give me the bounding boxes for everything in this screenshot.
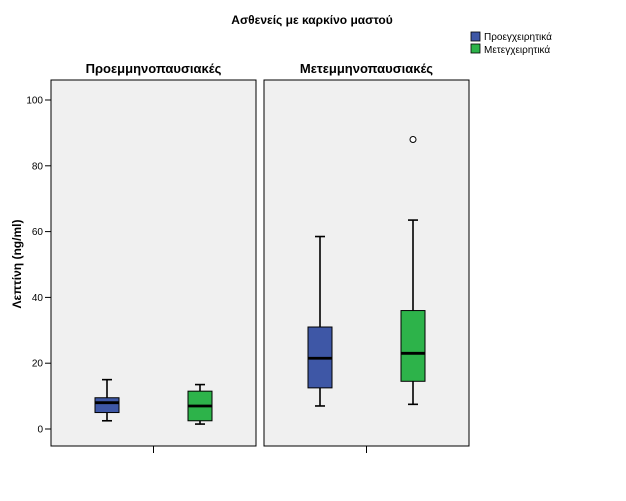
panels: Προεμμηνοπαυσιακές Μετεμμηνοπαυσιακές <box>50 61 470 453</box>
chart-title: Ασθενείς με καρκίνο μαστού <box>231 13 392 27</box>
box <box>94 378 120 422</box>
y-tick-label: 60 <box>32 227 44 238</box>
y-tick-label: 20 <box>32 359 44 370</box>
panel-title: Μετεμμηνοπαυσιακές <box>300 61 433 76</box>
panel-plot-area <box>263 79 470 447</box>
panel-title: Προεμμηνοπαυσιακές <box>86 61 222 76</box>
y-tick-label: 80 <box>32 161 44 172</box>
y-tick-label: 0 <box>37 425 43 436</box>
panel-plot-area <box>50 79 257 447</box>
y-tick-label: 40 <box>32 293 44 304</box>
box <box>307 235 333 407</box>
panel: Προεμμηνοπαυσιακές <box>50 61 257 453</box>
outlier-point <box>409 135 417 143</box>
y-axis-label: Λεπτίνη (ng/ml) <box>10 220 24 309</box>
box <box>187 383 213 425</box>
box-iqr <box>400 310 426 382</box>
legend: Προεγχειρητικά Μετεγχειρητικά <box>470 31 552 56</box>
legend-swatch-preop <box>470 31 481 42</box>
legend-swatch-postop <box>470 43 481 54</box>
legend-label-preop: Προεγχειρητικά <box>484 31 552 43</box>
box <box>400 135 426 406</box>
legend-label-postop: Μετεγχειρητικά <box>484 44 550 56</box>
panel: Μετεμμηνοπαυσιακές <box>263 61 470 453</box>
box-iqr <box>94 397 120 414</box>
y-axis: 0 20 40 60 80 100 <box>26 96 51 436</box>
y-tick-label: 100 <box>26 96 43 107</box>
